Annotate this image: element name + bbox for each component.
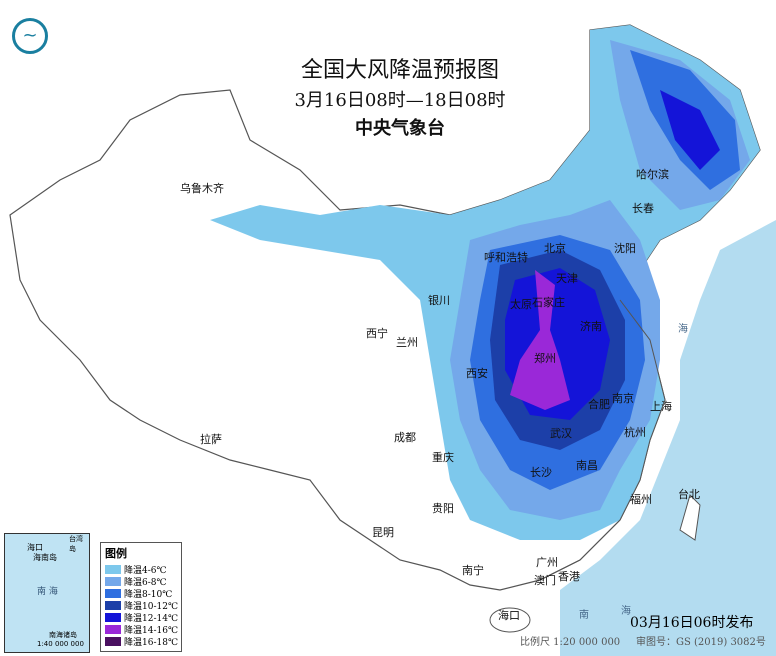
city-label: 杭州 — [624, 426, 646, 439]
legend: 图例 降温4-6℃ 降温6-8℃ 降温8-10℃ 降温10-12℃ 降温12-14℃ 降温… — [100, 542, 182, 652]
legend-swatch — [105, 600, 121, 610]
city-label: 呼和浩特 — [484, 251, 528, 264]
city-label: 石家庄 — [532, 296, 565, 309]
inset-label: 台湾岛 — [69, 535, 83, 553]
city-label: 银川 — [428, 294, 450, 307]
legend-item: 降温14-16℃ — [105, 623, 181, 636]
issuer: 中央气象台 — [355, 118, 445, 139]
legend-swatch — [105, 564, 121, 574]
city-label: 济南 — [580, 320, 602, 333]
city-label: 南昌 — [576, 459, 598, 472]
taiwan-island — [679, 494, 701, 541]
inset-label: 南海诸岛 — [49, 631, 77, 639]
cooling-14-16 — [510, 270, 570, 410]
city-label: 昆明 — [372, 526, 394, 539]
legend-title: 图例 — [105, 547, 127, 560]
city-label: 郑州 — [534, 352, 556, 365]
city-label: 拉萨 — [200, 433, 222, 446]
city-label: 南宁 — [462, 564, 484, 577]
legend-label: 降温16-18℃ — [124, 637, 179, 648]
city-label: 西宁 — [366, 327, 388, 340]
legend-label: 降温8-10℃ — [124, 589, 173, 600]
legend-item: 降温16-18℃ — [105, 635, 181, 648]
legend-item: 降温12-14℃ — [105, 611, 181, 624]
legend-label: 降温6-8℃ — [124, 577, 167, 588]
map-scale: 比例尺 1:20 000 000 — [520, 637, 621, 648]
city-label: 澳门 — [534, 574, 556, 587]
city-label: 重庆 — [432, 451, 454, 464]
city-label: 台北 — [678, 488, 700, 501]
legend-item: 降温8-10℃ — [105, 587, 181, 600]
legend-swatch — [105, 576, 121, 586]
legend-label: 降温10-12℃ — [124, 601, 179, 612]
city-label: 北京 — [544, 242, 566, 255]
city-label: 合肥 — [588, 398, 610, 411]
cooling-12-14 — [505, 90, 720, 420]
city-label: 哈尔滨 — [636, 168, 669, 181]
sea-label: 海 — [621, 606, 631, 617]
hainan-island — [489, 607, 531, 633]
south-china-sea-inset: 海口 海南岛 南 海 南海诸岛 台湾岛 1:40 000 000 — [4, 533, 90, 653]
city-label: 太原 — [510, 298, 532, 311]
legend-item: 降温6-8℃ — [105, 575, 181, 588]
coastline — [539, 299, 666, 581]
sea-label: 海 — [678, 324, 688, 335]
inset-label: 海口 — [27, 543, 43, 552]
legend-swatch — [105, 588, 121, 598]
sea-label: 南 — [579, 610, 589, 621]
city-label: 福州 — [630, 493, 652, 506]
legend-item: 降温10-12℃ — [105, 599, 181, 612]
map-title: 全国大风降温预报图 — [300, 58, 500, 83]
city-label: 武汉 — [550, 427, 572, 440]
city-label: 广州 — [536, 556, 558, 569]
issue-time: 03月16日06时发布 — [630, 615, 754, 631]
legend-label: 降温4-6℃ — [124, 565, 167, 576]
legend-label: 降温14-16℃ — [124, 625, 179, 636]
city-label: 海口 — [498, 609, 520, 622]
legend-swatch — [105, 624, 121, 634]
legend-label: 降温12-14℃ — [124, 613, 179, 624]
legend-swatch — [105, 612, 121, 622]
city-label: 成都 — [394, 431, 416, 444]
city-label: 贵阳 — [432, 502, 454, 515]
city-label: 西安 — [466, 367, 488, 380]
city-label: 上海 — [650, 400, 672, 413]
city-label: 长沙 — [530, 466, 552, 479]
city-label: 长春 — [632, 202, 654, 215]
city-label: 南京 — [612, 392, 634, 405]
legend-item: 降温4-6℃ — [105, 563, 181, 576]
inset-label: 南 海 — [37, 587, 58, 597]
city-label: 乌鲁木齐 — [180, 182, 224, 195]
city-label: 兰州 — [396, 336, 418, 349]
cma-logo-icon: ~ — [12, 18, 48, 54]
sea-area — [560, 220, 776, 656]
city-label: 天津 — [556, 272, 578, 285]
inset-label: 海南岛 — [33, 553, 57, 562]
forecast-period: 3月16日08时—18日08时 — [294, 90, 506, 111]
review-number: 审图号：GS (2019) 3082号 — [636, 637, 766, 648]
city-label: 沈阳 — [614, 242, 636, 255]
inset-scale: 1:40 000 000 — [37, 640, 84, 648]
legend-swatch — [105, 636, 121, 646]
city-label: 香港 — [558, 570, 580, 583]
